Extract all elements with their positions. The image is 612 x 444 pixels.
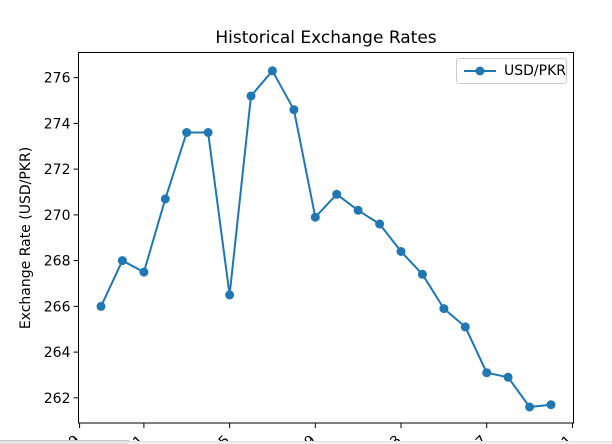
data-point-marker [439,304,449,314]
data-point-marker [139,267,149,277]
y-tick-label: 262 [44,391,71,407]
data-point-marker [96,301,106,311]
data-point-marker [310,212,320,222]
chart-title: Historical Exchange Rates [215,28,437,48]
y-tick-label: 264 [44,345,71,361]
y-tick-label: 270 [44,208,71,224]
data-point-marker [117,256,127,266]
data-point-marker [375,219,385,229]
y-tick-label: 272 [44,162,71,178]
data-point-marker [160,194,170,204]
data-point-marker [225,290,235,300]
axes-frame [78,52,574,424]
data-point-marker [267,66,277,76]
y-tick-label: 268 [44,254,71,270]
legend-label: USD/PKR [504,63,566,79]
series-line [100,69,552,408]
y-tick-label: 274 [44,116,71,132]
y-tick-label: 276 [44,71,71,87]
y-tick-label: 266 [44,299,71,315]
data-point-marker [417,269,427,279]
data-point-marker [546,400,556,410]
legend-line-sample-icon [464,66,496,76]
data-point-marker [182,128,192,137]
data-point-marker [246,91,256,101]
data-point-marker [396,247,406,256]
data-point-marker [203,128,213,137]
data-point-marker [289,105,299,115]
data-point-marker [503,372,513,382]
data-point-marker [353,205,363,215]
window-edge-artifact-left [0,440,129,444]
data-point-marker [482,368,492,378]
data-point-marker [460,322,470,332]
data-point-marker [525,402,535,412]
legend: USD/PKR [456,58,567,84]
window-edge-artifact-right [129,441,612,444]
data-point-marker [332,189,342,199]
